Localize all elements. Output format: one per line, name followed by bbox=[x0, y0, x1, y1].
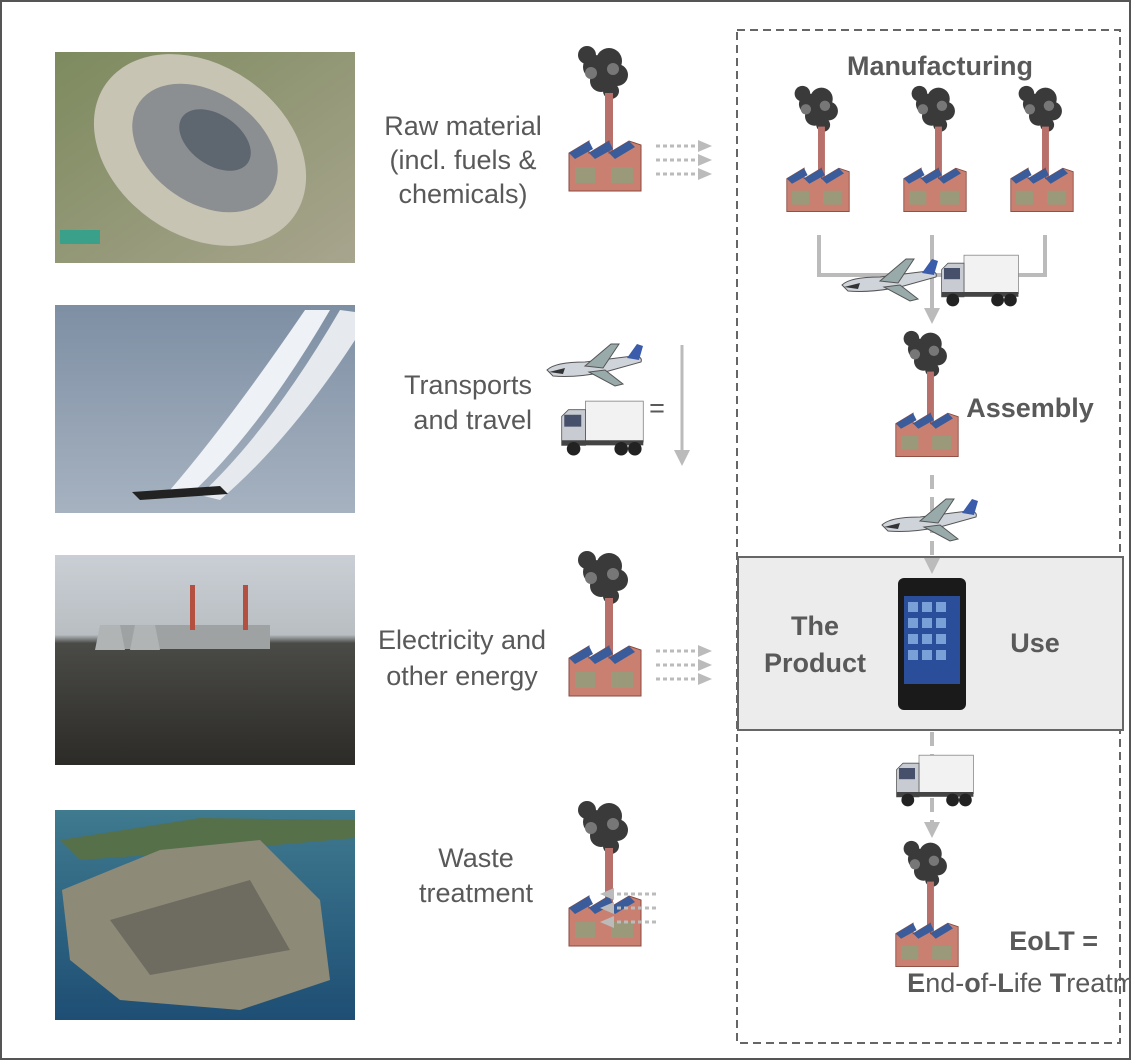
text-part: reatment bbox=[1066, 968, 1131, 998]
label: chemicals) bbox=[398, 179, 527, 209]
label: treatment bbox=[419, 878, 534, 908]
label: Raw material bbox=[384, 111, 542, 141]
arrow-head bbox=[924, 308, 940, 324]
text-part: nd- bbox=[925, 968, 964, 998]
arrows bbox=[598, 886, 658, 930]
stage-title: Product bbox=[764, 648, 866, 678]
stage-title: Manufacturing bbox=[847, 51, 1033, 81]
stage-title: Use bbox=[1010, 628, 1060, 658]
system-boundary bbox=[736, 29, 1121, 1044]
photo-power-plant bbox=[55, 555, 355, 765]
label: and travel bbox=[413, 405, 532, 435]
text-part: ife bbox=[1014, 968, 1050, 998]
text-part: E bbox=[907, 968, 925, 998]
stage-title: The bbox=[791, 611, 839, 641]
down-arrow bbox=[674, 345, 690, 466]
text-part: T bbox=[1050, 968, 1067, 998]
equals-sign: = bbox=[649, 393, 665, 423]
arrows bbox=[654, 643, 714, 687]
stage-title: Assembly bbox=[966, 393, 1094, 423]
phone-icon bbox=[898, 578, 966, 710]
arrow-head bbox=[924, 822, 940, 838]
stage-title: EoLT = bbox=[1009, 926, 1098, 956]
photo-mine bbox=[55, 52, 355, 263]
text-part: f- bbox=[981, 968, 998, 998]
eolt-definition: End-of-Life Treatment bbox=[907, 968, 1131, 998]
label: Electricity and bbox=[378, 625, 546, 655]
label: (incl. fuels & bbox=[389, 145, 536, 175]
photo-island bbox=[55, 810, 355, 1020]
arrow-head bbox=[924, 558, 940, 574]
arrows bbox=[654, 138, 714, 182]
text-part: L bbox=[997, 968, 1014, 998]
text-part: o bbox=[964, 968, 981, 998]
photo-contrails bbox=[55, 305, 355, 513]
label: Transports bbox=[404, 370, 532, 400]
label: other energy bbox=[386, 661, 538, 691]
label: Waste bbox=[438, 843, 514, 873]
